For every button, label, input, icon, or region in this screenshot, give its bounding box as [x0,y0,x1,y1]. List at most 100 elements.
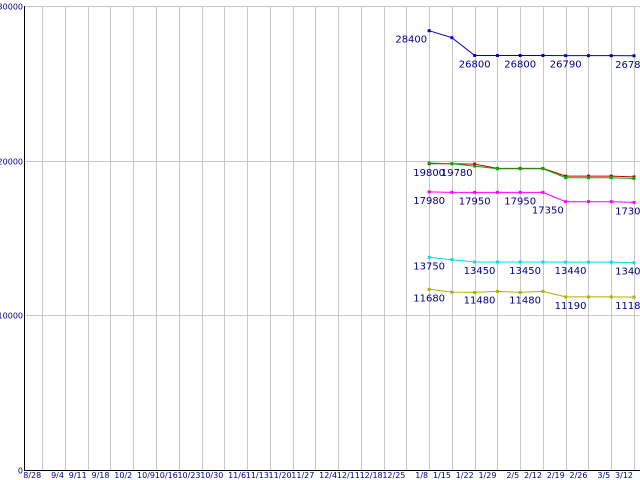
data-point [564,295,568,299]
data-point [427,255,431,259]
data-point [586,260,590,264]
x-tick-label: 12/18 [360,471,383,480]
data-label: 11480 [464,295,496,306]
data-point [427,190,431,194]
data-point [609,260,613,264]
x-tick-label: 2/19 [547,471,565,480]
data-point [473,290,477,294]
series-line [429,191,635,203]
data-label: 17980 [413,196,445,207]
data-point [541,190,545,194]
data-point [450,162,454,166]
y-tick-label: 30000 [0,3,23,12]
x-tick-label: 10/23 [177,471,200,480]
data-label: 13400 [615,267,640,278]
data-point [632,295,636,299]
data-point [541,167,545,171]
data-label: 28400 [395,35,427,46]
data-point [586,54,590,58]
x-tick-label: 10/9 [137,471,155,480]
x-tick-label: 2/26 [570,471,588,480]
data-point [541,260,545,264]
data-point [518,190,522,194]
x-tick-label: 11/6 [228,471,246,480]
data-point [518,260,522,264]
y-tick-label: 10000 [0,312,23,321]
data-label: 19780 [441,168,473,179]
x-tick-label: 1/22 [456,471,474,480]
data-point [586,174,590,178]
x-tick-label: 12/4 [319,471,337,480]
x-tick-label: 9/18 [92,471,110,480]
x-tick-label: 1/29 [478,471,496,480]
data-point [427,29,431,33]
series-line [429,256,635,264]
data-point [495,167,499,171]
data-label: 11480 [509,295,541,306]
data-point [564,54,568,58]
data-label: 19800 [413,168,445,179]
data-point [473,164,477,168]
data-point [473,162,477,166]
x-tick-label: 10/16 [155,471,178,480]
x-tick-label: 8/28 [23,471,41,480]
data-label: 11680 [413,293,445,304]
series-line [429,288,635,298]
data-point [450,36,454,40]
y-tick-label: 0 [18,467,23,476]
data-point [564,176,568,180]
data-point [632,54,636,58]
data-point [586,295,590,299]
data-point [609,176,613,180]
data-point [495,190,499,194]
data-point [473,260,477,264]
x-tick-label: 9/11 [69,471,87,480]
x-tick-label: 11/20 [269,471,292,480]
data-point [586,176,590,180]
data-point [564,200,568,204]
data-point [495,53,499,57]
data-point [450,190,454,194]
data-point [609,174,613,178]
data-point [518,290,522,294]
x-tick-label: 12/25 [382,471,405,480]
data-point [518,167,522,171]
x-tick-label: 10/30 [200,471,223,480]
data-point [632,261,636,265]
x-tick-label: 1/15 [433,471,451,480]
data-point [632,175,636,179]
data-label: 17350 [532,206,564,217]
data-label: 13450 [509,266,541,277]
series-line [429,162,635,179]
data-label: 13450 [464,266,496,277]
data-label: 11190 [555,301,587,312]
data-point [541,289,545,293]
x-tick-label: 10/2 [114,471,132,480]
data-point [427,161,431,165]
data-label: 26790 [550,60,582,71]
data-label: 17300 [615,206,640,217]
x-tick-label: 11/27 [291,471,314,480]
data-label: 17950 [459,196,491,207]
data-label: 26780 [615,60,640,71]
data-point [586,200,590,204]
data-point [473,53,477,57]
x-tick-label: 12/11 [337,471,360,480]
series-line [428,30,635,57]
data-point [541,53,545,57]
data-label: 13750 [413,261,445,272]
x-tick-label: 11/13 [246,471,269,480]
data-point [609,200,613,204]
data-label: 17950 [504,196,536,207]
y-tick-label: 20000 [0,158,23,167]
series-layer [427,29,636,299]
x-tick-label: 9/4 [51,471,64,480]
x-tick-label: 1/8 [415,471,428,480]
data-label: 11180 [615,301,640,312]
data-point [518,53,522,57]
data-point [495,260,499,264]
grid [24,6,640,470]
